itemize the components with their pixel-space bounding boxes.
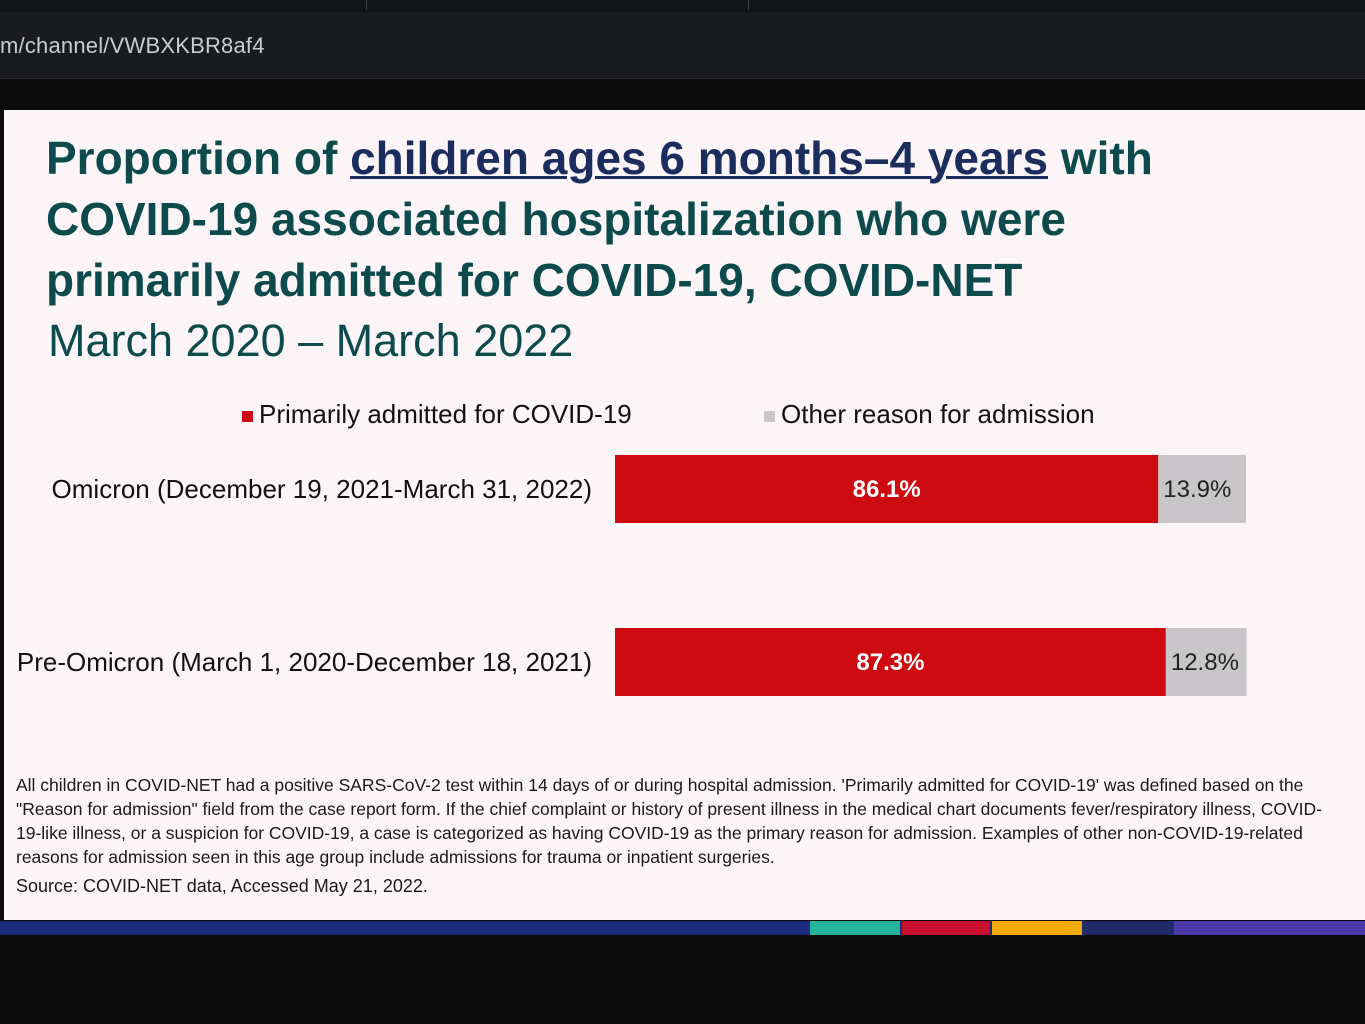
category-label-pre-omicron: Pre-Omicron (March 1, 2020-December 18, …	[16, 647, 592, 677]
bar-omicron-covid	[615, 455, 1159, 523]
title-line-2: COVID-19 associated hospitalization who …	[46, 193, 1066, 245]
legend-swatch-covid	[242, 410, 253, 422]
source-note: Source: COVID-NET data, Accessed May 21,…	[16, 876, 428, 896]
accent-segment-red	[902, 921, 990, 935]
title-suffix: with	[1048, 132, 1153, 184]
bar-label-omicron-covid: 86.1%	[852, 476, 921, 503]
accent-segment-navy	[1084, 921, 1172, 935]
bar-pre-omicron-covid	[615, 628, 1166, 696]
legend-item-covid: Primarily admitted for COVID-19	[242, 399, 632, 430]
legend-swatch-other	[764, 410, 775, 422]
address-bar-url[interactable]: m/channel/VWBXKBR8af4	[0, 33, 265, 58]
bar-pre-omicron-other	[1165, 628, 1247, 696]
accent-segment-yellow	[992, 921, 1082, 935]
title-line-3: primarily admitted for COVID-19, COVID-N…	[46, 254, 1023, 306]
tab-separator	[366, 0, 367, 10]
category-label-omicron: Omicron (December 19, 2021-March 31, 202…	[51, 474, 592, 504]
slide-bottom-bar	[0, 921, 1365, 935]
tab-strip[interactable]	[0, 0, 1365, 12]
bar-label-pre-omicron-other: 12.8%	[1170, 649, 1239, 676]
legend-label-covid: Primarily admitted for COVID-19	[259, 399, 632, 429]
browser-chrome: m/channel/VWBXKBR8af4	[0, 0, 1365, 79]
slide-subtitle: March 2020 – March 2022	[48, 315, 574, 366]
slide: Proportion of children ages 6 months–4 y…	[4, 110, 1365, 920]
footnote: All children in COVID-NET had a positive…	[16, 775, 1323, 867]
legend-label-other: Other reason for admission	[781, 399, 1095, 429]
slide-title: Proportion of children ages 6 months–4 y…	[46, 128, 1296, 311]
bar-label-omicron-other: 13.9%	[1163, 476, 1232, 503]
title-underlined: children ages 6 months–4 years	[350, 132, 1049, 184]
accent-segment-purple	[1174, 921, 1365, 935]
legend-item-other: Other reason for admission	[764, 399, 1095, 430]
bar-label-pre-omicron-covid: 87.3%	[856, 649, 925, 676]
bar-omicron-other	[1158, 455, 1246, 523]
tab-separator	[748, 0, 749, 10]
title-prefix: Proportion of	[46, 132, 351, 184]
stacked-bar-chart	[615, 455, 1247, 696]
accent-segment-teal	[810, 921, 900, 935]
